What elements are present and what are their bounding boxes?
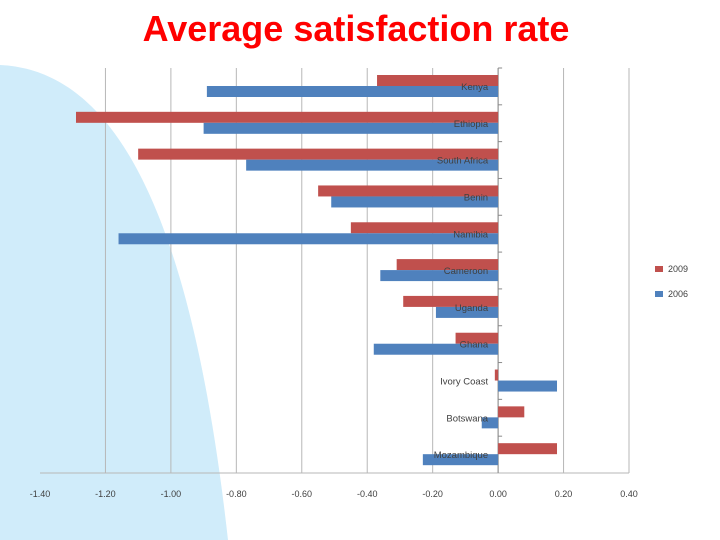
bar-2009-namibia (350, 222, 499, 234)
legend-swatch-2009 (655, 266, 663, 272)
category-label: Ivory Coast (440, 377, 488, 388)
category-label: Uganda (455, 303, 489, 314)
bar-2009-ghana (455, 332, 499, 344)
bar-2009-kenya (377, 75, 499, 86)
legend-label: 2009 (668, 264, 688, 274)
x-tick-label: 0.00 (489, 489, 507, 499)
bar-2009-uganda (403, 295, 499, 307)
bar-2006-benin (331, 196, 499, 208)
bar-2006-uganda (435, 306, 499, 318)
x-tick-label: -0.80 (226, 489, 247, 499)
legend-swatch-2006 (655, 291, 663, 297)
category-label: Kenya (461, 82, 489, 93)
bar-2006-south-africa (246, 159, 499, 171)
bar-2009-mozambique (498, 443, 558, 455)
category-label: Cameroon (444, 266, 488, 277)
bar-2006-cameroon (380, 270, 499, 282)
category-label: Mozambique (434, 450, 488, 461)
category-label: South Africa (437, 156, 489, 167)
bar-2009-botswana (498, 406, 525, 418)
x-tick-label: 0.40 (620, 489, 638, 499)
bar-2006-namibia (118, 233, 499, 245)
x-tick-label: -1.40 (30, 489, 51, 499)
bar-2006-mozambique (422, 454, 499, 466)
bar-2006-kenya (206, 86, 499, 97)
category-label: Ghana (460, 340, 489, 351)
bar-2009-ivory-coast (494, 369, 499, 381)
category-label: Benin (464, 192, 488, 203)
x-tick-label: -1.00 (161, 489, 182, 499)
bar-2009-benin (318, 185, 499, 197)
bar-2006-ghana (373, 343, 499, 355)
bar-2006-botswana (481, 417, 499, 429)
x-tick-label: -0.20 (422, 489, 443, 499)
bar-2009-cameroon (396, 259, 499, 271)
bar-2009-south-africa (138, 148, 499, 160)
x-tick-label: -0.40 (357, 489, 378, 499)
x-tick-label: -0.60 (292, 489, 313, 499)
bar-2009-ethiopia (75, 111, 499, 123)
bar-2006-ivory-coast (498, 380, 558, 392)
category-label: Namibia (453, 229, 489, 240)
category-label: Ethiopia (454, 119, 489, 130)
category-label: Botswana (446, 413, 488, 424)
x-tick-label: 0.20 (555, 489, 573, 499)
x-tick-label: -1.20 (95, 489, 116, 499)
slide-title: Average satisfaction rate (142, 8, 570, 49)
bar-2006-ethiopia (203, 122, 499, 134)
legend-label: 2006 (668, 289, 688, 299)
